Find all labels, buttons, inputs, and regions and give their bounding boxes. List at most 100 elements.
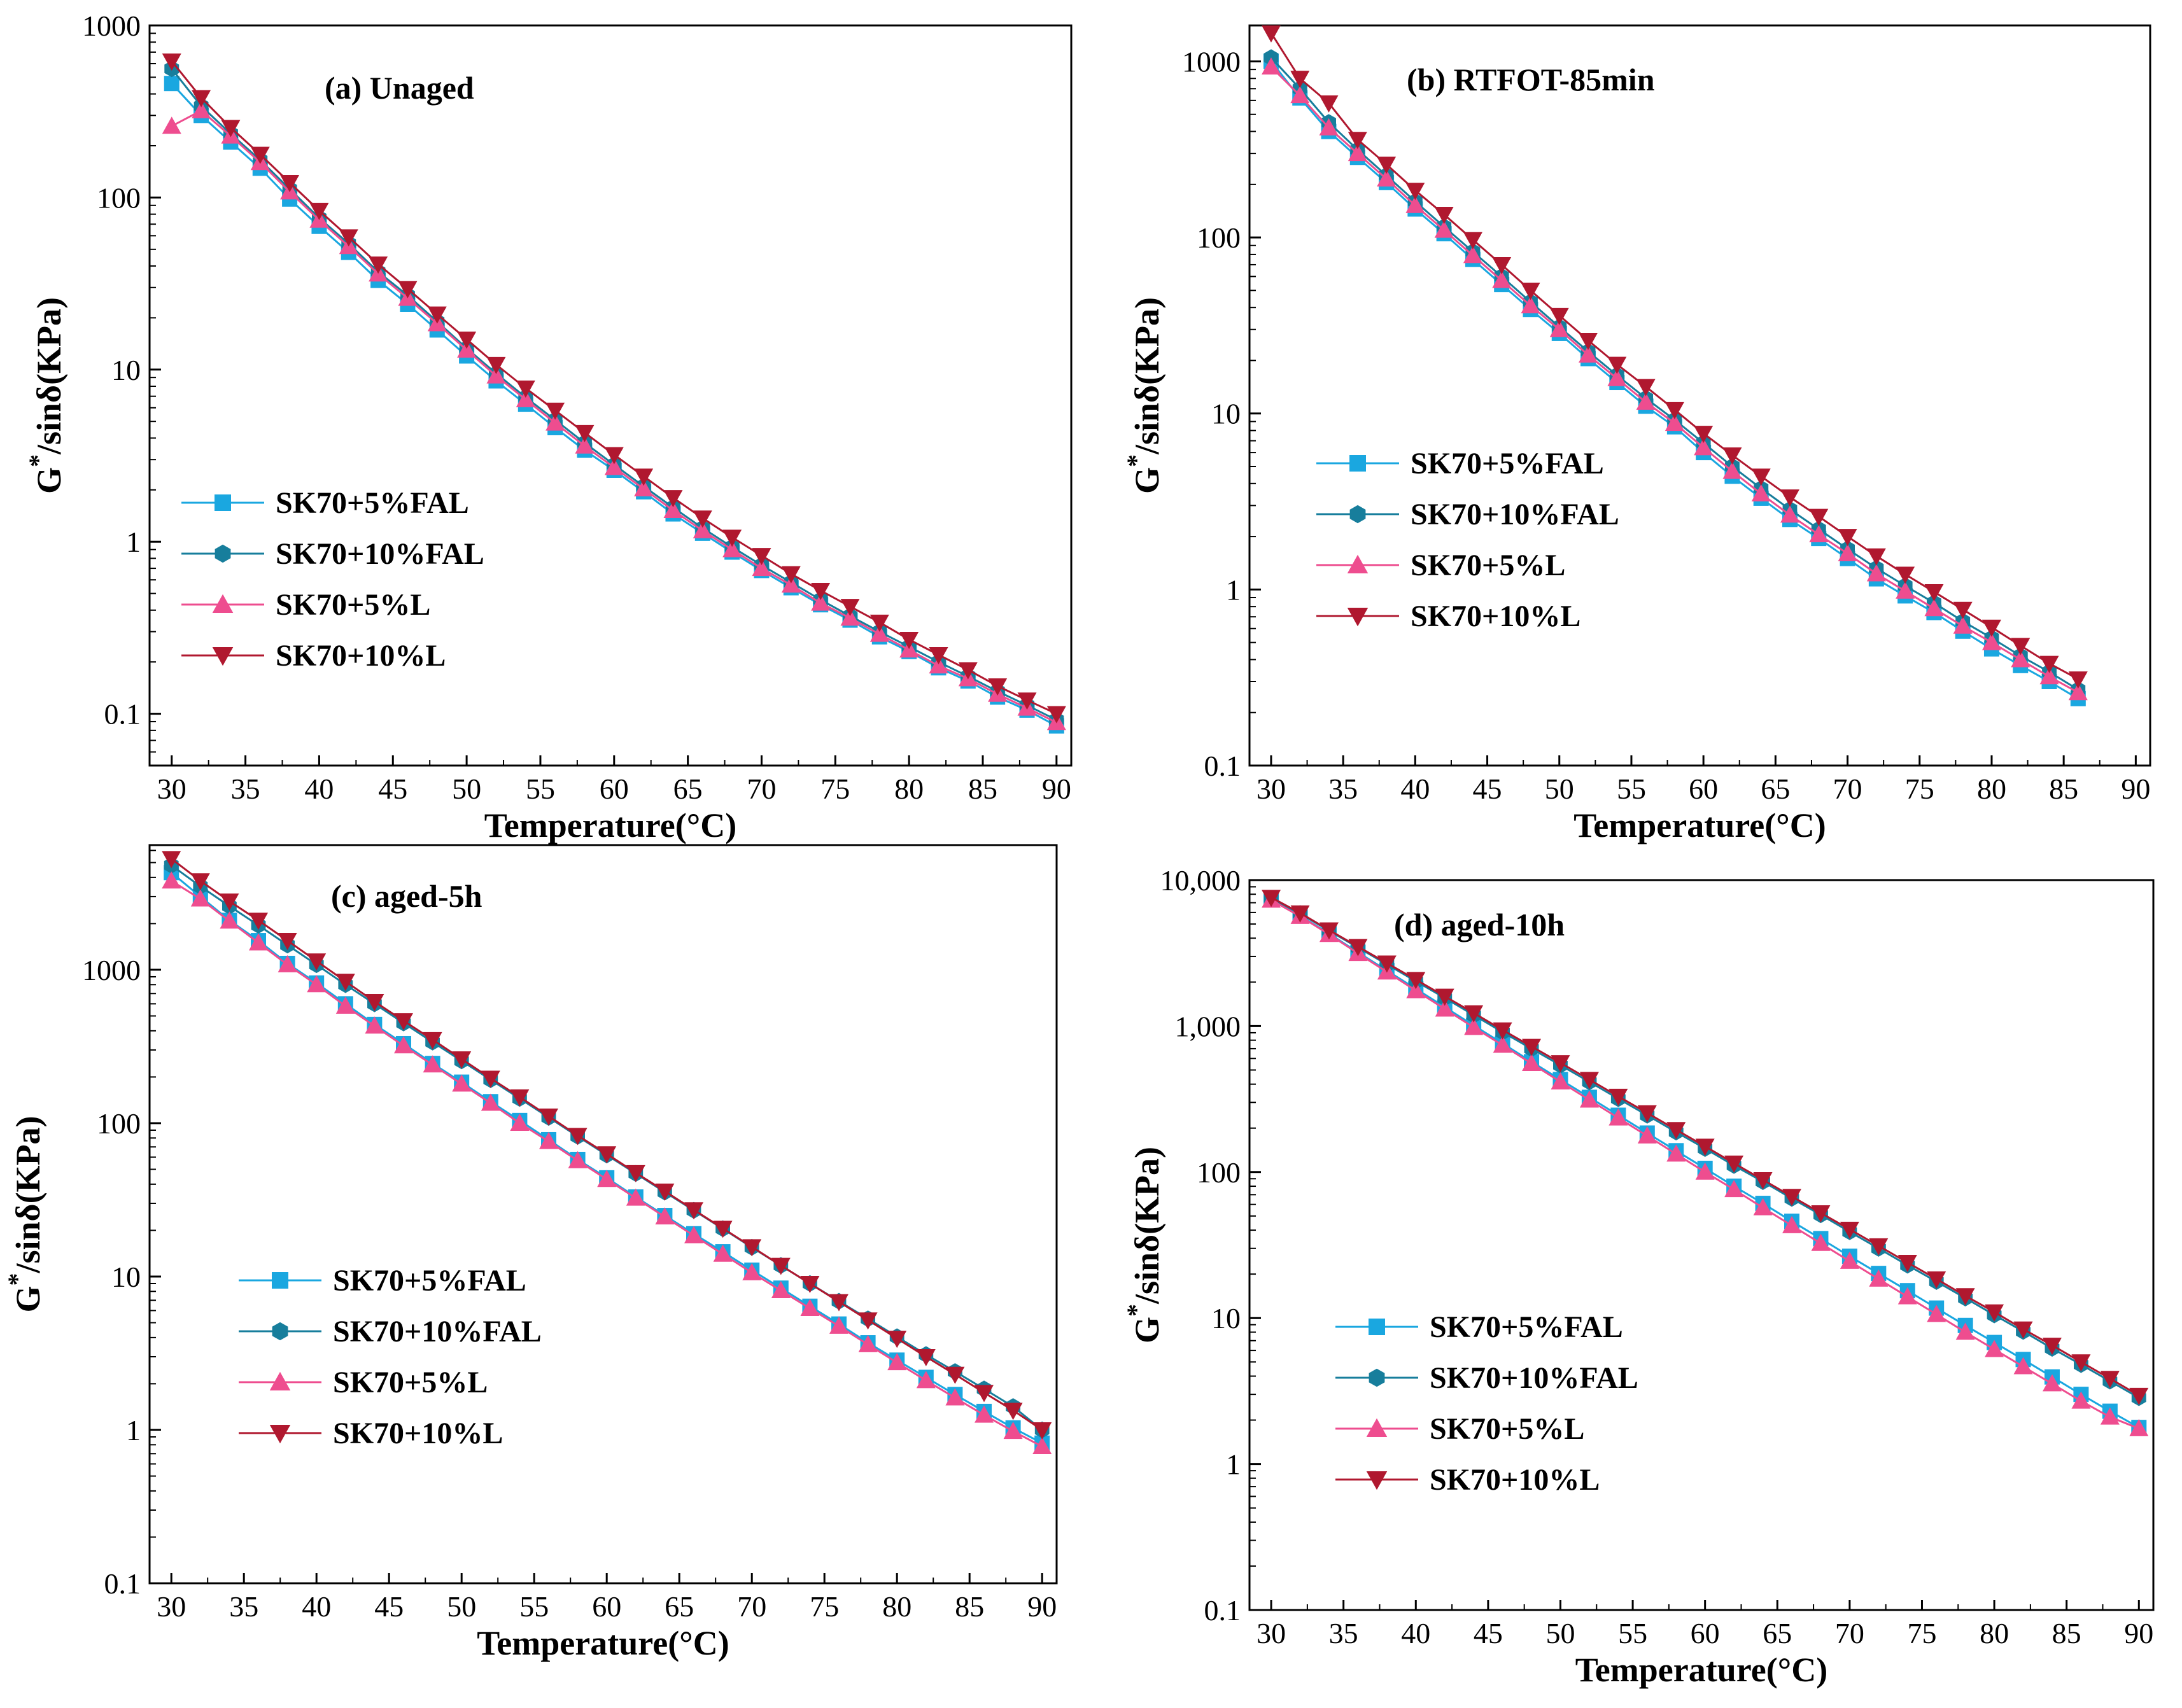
legend-label: SK70+5%FAL (1411, 447, 1604, 480)
data-point (1985, 1340, 2004, 1357)
legend-label: SK70+10%FAL (276, 537, 484, 571)
legend-marker (272, 1272, 288, 1289)
data-point (929, 647, 948, 665)
data-point (684, 1226, 703, 1243)
legend: SK70+5%FAL SK70+10%FAL SK70+5%L SK70+10%L (239, 1264, 542, 1450)
x-tick-label: 65 (1763, 1617, 1792, 1649)
y-tick-label: 10 (1211, 398, 1241, 430)
data-point (486, 356, 506, 374)
legend-label: SK70+5%L (1430, 1412, 1584, 1446)
data-point (771, 1257, 791, 1275)
x-tick-label: 85 (2052, 1617, 2081, 1649)
x-tick-label: 50 (447, 1590, 476, 1623)
data-point (2068, 671, 2088, 689)
data-point (1955, 1322, 1975, 1340)
data-point (220, 893, 239, 911)
data-point (1549, 319, 1569, 337)
data-point (457, 332, 477, 349)
data-point (335, 974, 355, 991)
y-tick-label: 1 (1226, 573, 1241, 606)
data-point (1985, 1304, 2004, 1322)
data-point (1405, 195, 1425, 213)
data-point (1003, 1422, 1023, 1439)
legend-label: SK70+10%L (333, 1417, 503, 1450)
data-point (278, 933, 297, 951)
x-tick-label: 90 (2121, 773, 2150, 805)
x-axis-title: Temperature(°C) (477, 1624, 729, 1662)
series-4 (1262, 25, 2088, 689)
data-point (1406, 972, 1426, 990)
data-point (840, 608, 860, 626)
legend-marker (1369, 1319, 1385, 1335)
data-point (1897, 1287, 1917, 1305)
x-tick-label: 40 (1400, 773, 1430, 805)
data-point (423, 1032, 442, 1049)
panel-title: (b) RTFOT-85min (1407, 62, 1655, 97)
data-point (771, 1281, 791, 1299)
data-point (858, 1312, 878, 1330)
data-point (1724, 1180, 1744, 1198)
series-4 (162, 851, 1052, 1439)
data-point (1665, 402, 1684, 419)
data-point (1838, 529, 1857, 547)
legend-label: SK70+10%L (1430, 1463, 1600, 1497)
data-point (1579, 1090, 1599, 1108)
x-tick-label: 65 (665, 1590, 694, 1623)
data-point (1897, 1254, 1917, 1272)
data-point (1811, 1205, 1831, 1222)
data-point (945, 1366, 965, 1384)
data-point (539, 1109, 558, 1126)
data-point (781, 575, 801, 593)
data-point (1955, 1288, 1975, 1306)
data-point (693, 510, 712, 528)
data-point (457, 340, 477, 358)
series-3 (1262, 890, 2149, 1436)
chart-panel-1: 30 35 40 45 50 55 60 65 70 75 80 85 90 0.1 1 10 100 1000 T… (24, 10, 1073, 844)
data-point (2013, 1357, 2033, 1375)
data-point (752, 559, 771, 577)
data-point (1751, 468, 1771, 486)
x-tick-label: 70 (1835, 1617, 1864, 1649)
panel-title: (a) Unaged (325, 70, 474, 106)
data-point (539, 1131, 558, 1149)
x-tick-label: 45 (374, 1590, 404, 1623)
data-point (1377, 955, 1397, 973)
data-point (604, 447, 624, 465)
data-point (1753, 1198, 1773, 1215)
x-tick-label: 30 (1256, 773, 1286, 805)
x-tick-label: 75 (820, 773, 850, 805)
data-point (2011, 638, 2031, 655)
data-point (568, 1151, 588, 1168)
data-point (510, 1113, 530, 1131)
data-point (1636, 379, 1656, 396)
data-point (1290, 71, 1310, 88)
data-point (975, 1385, 994, 1403)
legend-marker (215, 544, 231, 563)
data-point (840, 599, 860, 617)
data-point (516, 389, 535, 407)
data-point (1463, 232, 1482, 249)
series-2 (164, 60, 1064, 729)
data-point (249, 933, 268, 951)
data-point (2071, 1391, 2091, 1409)
series-line (1270, 57, 2079, 690)
y-axis-title: G*/sinδ(KPa) (1122, 297, 1166, 494)
x-tick-label: 35 (1328, 773, 1358, 805)
data-point (1896, 581, 1915, 599)
data-point (1032, 1436, 1052, 1454)
x-tick-label: 50 (1545, 773, 1574, 805)
data-point (1435, 988, 1454, 1006)
data-point (2129, 1387, 2149, 1405)
x-tick-label: 85 (955, 1590, 984, 1623)
data-point (1924, 584, 1944, 602)
data-point (2039, 655, 2059, 673)
data-point (597, 1146, 617, 1164)
x-tick-label: 50 (1545, 1617, 1575, 1649)
data-point (1348, 144, 1367, 162)
x-tick-label: 30 (157, 773, 187, 805)
y-tick-label: 100 (97, 1107, 141, 1140)
data-point (811, 582, 831, 600)
legend-marker (215, 494, 231, 511)
data-point (1290, 905, 1310, 923)
data-point (858, 1334, 878, 1352)
